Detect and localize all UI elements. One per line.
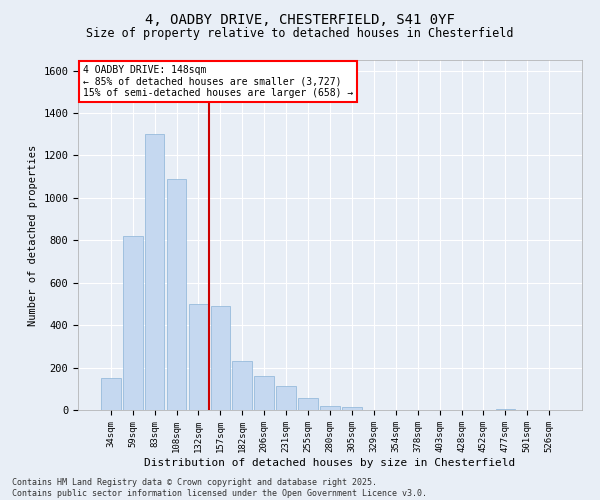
Bar: [276, 386, 296, 410]
Bar: [101, 378, 121, 410]
X-axis label: Distribution of detached houses by size in Chesterfield: Distribution of detached houses by size …: [145, 458, 515, 468]
Bar: [211, 306, 230, 410]
Bar: [342, 407, 362, 410]
Text: 4, OADBY DRIVE, CHESTERFIELD, S41 0YF: 4, OADBY DRIVE, CHESTERFIELD, S41 0YF: [145, 12, 455, 26]
Bar: [123, 236, 143, 410]
Text: Size of property relative to detached houses in Chesterfield: Size of property relative to detached ho…: [86, 28, 514, 40]
Bar: [320, 406, 340, 410]
Bar: [167, 179, 187, 410]
Bar: [188, 304, 208, 410]
Bar: [496, 409, 515, 410]
Bar: [145, 134, 164, 410]
Text: Contains HM Land Registry data © Crown copyright and database right 2025.
Contai: Contains HM Land Registry data © Crown c…: [12, 478, 427, 498]
Bar: [232, 361, 252, 410]
Bar: [254, 376, 274, 410]
Bar: [298, 398, 318, 410]
Y-axis label: Number of detached properties: Number of detached properties: [28, 144, 38, 326]
Text: 4 OADBY DRIVE: 148sqm
← 85% of detached houses are smaller (3,727)
15% of semi-d: 4 OADBY DRIVE: 148sqm ← 85% of detached …: [83, 66, 353, 98]
